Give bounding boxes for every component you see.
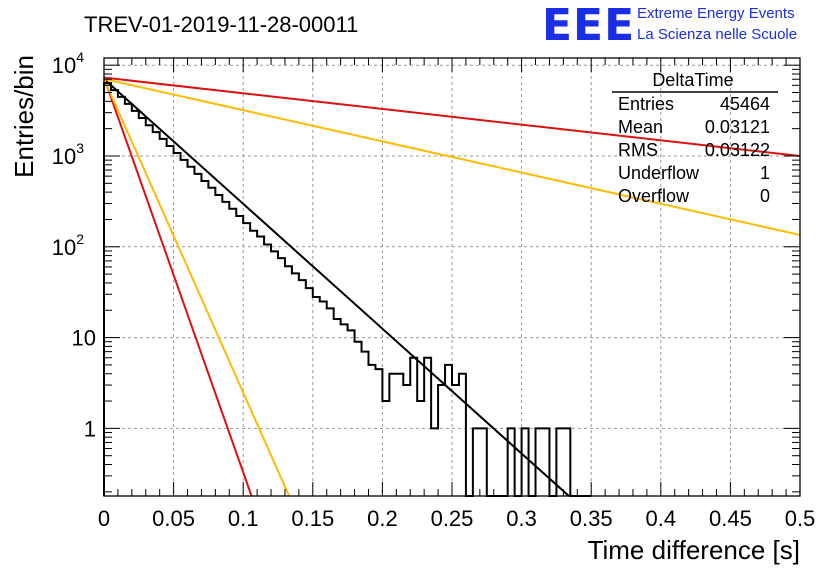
eee-logo-line1: Extreme Energy Events [637, 5, 795, 22]
stats-value-underflow: 1 [760, 163, 770, 183]
chart-title: TREV-01-2019-11-28-00011 [84, 12, 358, 37]
eee-logo: EEE Extreme Energy Events La Scienza nel… [542, 0, 797, 51]
x-tick-label: 0.1 [228, 506, 259, 531]
stats-label-overflow: Overflow [618, 186, 690, 206]
y-tick-label: 103 [52, 140, 84, 169]
x-tick-label: 0.3 [506, 506, 537, 531]
stats-value-rms: 0.03122 [705, 140, 770, 160]
stats-box-name: DeltaTime [652, 70, 733, 90]
x-tick-label: 0.45 [709, 506, 752, 531]
stats-label-mean: Mean [618, 117, 663, 137]
stats-box: DeltaTime Entries 45464 Mean 0.03121 RMS… [612, 70, 778, 206]
eee-logo-mark: EEE [542, 0, 635, 51]
stats-label-underflow: Underflow [618, 163, 700, 183]
y-tick-label: 104 [52, 49, 84, 78]
x-axis-title: Time difference [s] [588, 535, 800, 565]
y-axis-title: Entries/bin [9, 55, 39, 178]
x-tick-label: 0.25 [431, 506, 474, 531]
fit-lines [103, 76, 801, 497]
x-tick-label: 0.5 [785, 506, 816, 531]
grid-lines [104, 58, 800, 496]
eee-logo-line2: La Scienza nelle Scuole [637, 26, 797, 43]
stats-value-entries: 45464 [720, 94, 770, 114]
fit-line [103, 78, 570, 497]
x-tick-label: 0.35 [570, 506, 613, 531]
fit-line [103, 78, 291, 497]
fit-line [103, 76, 801, 157]
fit-line [103, 77, 253, 497]
stats-value-mean: 0.03121 [705, 117, 770, 137]
x-tick-label: 0.2 [367, 506, 398, 531]
x-tick-label: 0.15 [291, 506, 334, 531]
x-tick-label: 0.4 [646, 506, 677, 531]
y-tick-label: 10 [72, 326, 96, 351]
stats-label-entries: Entries [618, 94, 674, 114]
x-tick-label: 0.05 [152, 506, 195, 531]
x-axis-ticks: 0 0.05 0.1 0.15 0.2 0.25 0.3 0.35 0.4 0.45 0.5 [98, 58, 815, 531]
stats-label-rms: RMS [618, 140, 658, 160]
y-tick-label: 102 [52, 231, 84, 260]
stats-value-overflow: 0 [760, 186, 770, 206]
y-tick-label: 1 [84, 416, 96, 441]
fit-line [103, 77, 801, 236]
x-tick-label: 0 [98, 506, 110, 531]
